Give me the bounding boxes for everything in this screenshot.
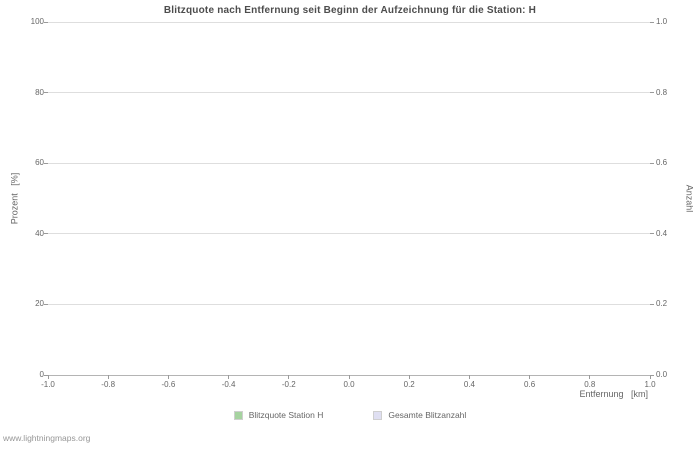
y-tick-mark-left	[44, 92, 48, 94]
x-axis-tick-label: 0.8	[584, 380, 596, 389]
y-tick-mark-right	[650, 92, 654, 94]
y-axis-tick-label-right: 0.6	[656, 158, 668, 168]
chart-title: Blitzquote nach Entfernung seit Beginn d…	[163, 5, 537, 16]
y-tick-mark-left	[44, 303, 48, 305]
y-tick-mark-left	[44, 374, 48, 376]
x-axis-tick-label: -0.8	[101, 380, 116, 389]
gridline	[48, 162, 650, 164]
x-axis-tick-label: -0.2	[281, 380, 296, 389]
x-tick-mark	[348, 375, 350, 379]
y-tick-mark-right	[650, 233, 654, 235]
legend-label: Blitzquote Station H	[248, 410, 324, 420]
y-axis-tick-label-left: 60	[35, 158, 44, 168]
y-axis-tick-label-left: 80	[35, 87, 44, 97]
y-axis-tick-label-right: 0.2	[656, 299, 668, 309]
y-axis-label-right: Anzahl	[684, 184, 695, 213]
watermark-link[interactable]: www.lightningmaps.org	[3, 433, 91, 443]
y-axis-tick-label-left: 0	[39, 370, 44, 379]
gridline	[48, 303, 650, 305]
y-axis-tick-label-right: 1.0	[656, 17, 668, 26]
y-axis-label-left: Prozent [%]	[9, 172, 20, 225]
x-axis-tick-label: 0.0	[343, 380, 355, 389]
legend-swatch	[373, 410, 383, 420]
x-tick-mark	[47, 375, 49, 379]
legend-item: Gesamte Blitzanzahl	[373, 410, 466, 420]
legend-swatch	[233, 410, 243, 420]
legend: Blitzquote Station H Gesamte Blitzanzahl	[0, 410, 700, 420]
y-axis-tick-label-right: 0.4	[656, 228, 668, 238]
x-axis-tick-label: 0.6	[524, 380, 536, 389]
y-axis-tick-label-left: 20	[35, 299, 44, 309]
y-tick-mark-right	[650, 162, 654, 164]
legend-label: Gesamte Blitzanzahl	[388, 410, 467, 420]
x-tick-mark	[589, 375, 591, 379]
x-axis-tick-label: -1.0	[41, 380, 55, 389]
x-tick-mark	[288, 375, 290, 379]
x-axis-tick-label: 0.2	[403, 380, 415, 389]
x-tick-mark	[529, 375, 531, 379]
y-tick-mark-left	[44, 162, 48, 164]
y-tick-mark-left	[44, 233, 48, 235]
y-tick-mark-right	[650, 303, 654, 305]
y-axis-tick-label-left: 40	[35, 228, 44, 238]
y-axis-tick-label-right: 0.8	[656, 87, 668, 97]
x-tick-mark	[408, 375, 410, 379]
x-tick-mark	[107, 375, 109, 379]
x-tick-mark	[167, 375, 169, 379]
x-tick-mark	[649, 375, 651, 379]
x-axis-tick-label: -0.6	[161, 380, 176, 389]
plot-area	[48, 22, 650, 375]
y-tick-mark-left	[44, 21, 48, 23]
gridline	[48, 92, 650, 94]
gridline	[48, 21, 650, 23]
x-axis-label: Entfernung [km]	[579, 389, 648, 399]
x-axis-tick-label: 0.4	[463, 380, 475, 389]
x-tick-mark	[468, 375, 470, 379]
x-axis-tick-label: 1.0	[644, 380, 656, 389]
gridline	[48, 233, 650, 235]
y-tick-mark-right	[650, 21, 654, 23]
legend-item: Blitzquote Station H	[233, 410, 324, 420]
y-tick-mark-right	[650, 374, 654, 376]
x-tick-mark	[228, 375, 230, 379]
y-axis-tick-label-right: 0.0	[656, 370, 668, 379]
y-axis-tick-label-left: 100	[30, 17, 44, 26]
x-axis-tick-label: -0.4	[221, 380, 236, 389]
